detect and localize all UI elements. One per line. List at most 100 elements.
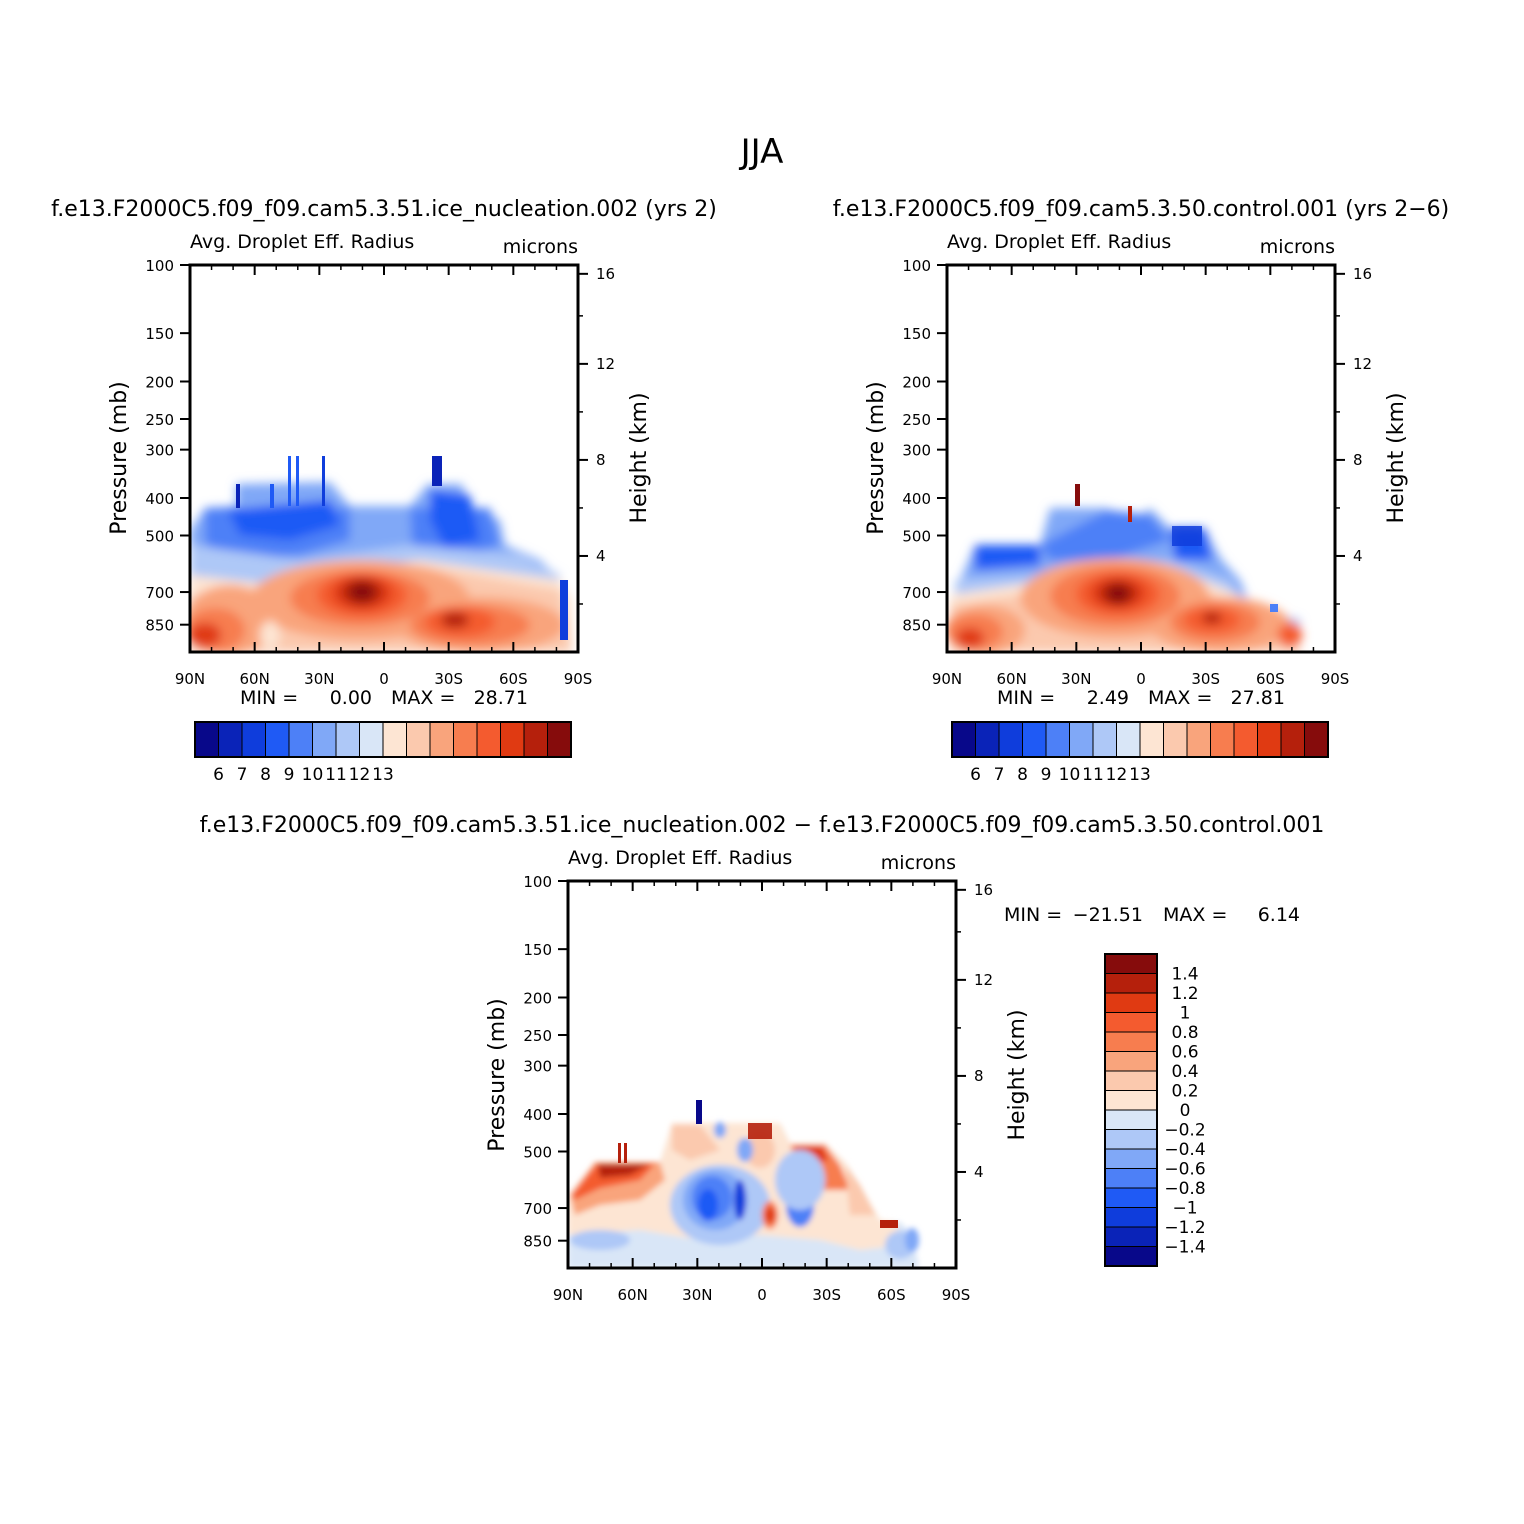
y-right-tick-label: 8 bbox=[974, 1067, 984, 1085]
colorbar-swatch bbox=[1104, 1246, 1158, 1267]
y-axis-label: Pressure (mb) bbox=[864, 381, 889, 535]
colorbar-label: −1.4 bbox=[1164, 1238, 1205, 1258]
y-tick-label: 300 bbox=[902, 442, 931, 460]
y-right-tick-label: 4 bbox=[974, 1163, 984, 1181]
colorbar-swatch bbox=[523, 721, 548, 758]
y-tick-label: 300 bbox=[523, 1058, 552, 1076]
x-tick-label: 30S bbox=[434, 670, 463, 688]
colorbar-label: 10 bbox=[1059, 765, 1081, 785]
colorbar-swatch bbox=[1280, 721, 1305, 758]
y-right-tick-label: 4 bbox=[1353, 547, 1363, 565]
case-title: f.e13.F2000C5.f09_f09.cam5.3.51.ice_nucl… bbox=[200, 813, 1325, 838]
colorbar-label: 0.2 bbox=[1171, 1082, 1198, 1102]
colorbar-swatch bbox=[1139, 721, 1164, 758]
colorbar-swatch bbox=[500, 721, 525, 758]
colorbar-swatch bbox=[1257, 721, 1282, 758]
axes: 90N 60N 30N 0 30S 60S 90S 100 150 200 250 300 400 500… bbox=[523, 873, 993, 1304]
x-tick-label: 30N bbox=[682, 1286, 712, 1304]
contour-field bbox=[568, 1100, 919, 1268]
colorbar-label: 7 bbox=[994, 765, 1005, 785]
y-axis-label: Pressure (mb) bbox=[485, 998, 510, 1152]
colorbar-swatch bbox=[1116, 721, 1141, 758]
y-tick-label: 200 bbox=[523, 989, 552, 1007]
x-tick-label: 0 bbox=[1136, 670, 1146, 688]
max-label: MAX = bbox=[1148, 687, 1212, 709]
y-tick-label: 150 bbox=[523, 941, 552, 959]
variable-title: Avg. Droplet Eff. Radius bbox=[568, 847, 792, 869]
y-tick-label: 400 bbox=[902, 490, 931, 508]
x-tick-label: 60N bbox=[997, 670, 1027, 688]
colorbar-label: −0.6 bbox=[1164, 1160, 1205, 1180]
colorbar-swatch bbox=[335, 721, 360, 758]
variable-title: Avg. Droplet Eff. Radius bbox=[190, 231, 414, 253]
colorbar-label: 0 bbox=[1180, 1101, 1191, 1121]
x-tick-label: 90N bbox=[932, 670, 962, 688]
y-tick-label: 400 bbox=[145, 490, 174, 508]
min-label: MIN = bbox=[997, 687, 1055, 709]
colorbar-label: 8 bbox=[260, 765, 271, 785]
colorbar-label: 11 bbox=[1082, 765, 1104, 785]
colorbar-label: 13 bbox=[1129, 765, 1151, 785]
colorbar-swatch bbox=[1104, 1148, 1158, 1169]
max-label: MAX = bbox=[391, 687, 455, 709]
y-tick-label: 100 bbox=[145, 257, 174, 275]
colorbar-swatch bbox=[951, 721, 976, 758]
colorbar-swatch bbox=[312, 721, 337, 758]
x-tick-label: 90N bbox=[175, 670, 205, 688]
colorbar-swatch bbox=[453, 721, 478, 758]
colorbar-swatch bbox=[1186, 721, 1211, 758]
x-tick-label: 30N bbox=[1061, 670, 1091, 688]
min-label: MIN = bbox=[240, 687, 298, 709]
y-tick-label: 250 bbox=[145, 411, 174, 429]
colorbar: 1.41.210.80.60.40.20−0.2−0.4−0.6−0.8−1−1… bbox=[1104, 953, 1206, 1267]
y-tick-label: 850 bbox=[902, 617, 931, 635]
colorbar-swatch bbox=[1304, 721, 1329, 758]
units-label: microns bbox=[881, 852, 956, 874]
colorbar-swatch bbox=[1092, 721, 1117, 758]
y-right-tick-label: 4 bbox=[596, 547, 606, 565]
y-tick-label: 850 bbox=[523, 1233, 552, 1251]
colorbar-swatch bbox=[1104, 953, 1158, 974]
x-tick-label: 60S bbox=[499, 670, 528, 688]
y-tick-label: 850 bbox=[145, 617, 174, 635]
colorbar-swatch bbox=[194, 721, 219, 758]
colorbar-swatch bbox=[1210, 721, 1235, 758]
colorbar-swatch bbox=[1104, 1070, 1158, 1091]
y-axis-label: Pressure (mb) bbox=[107, 381, 132, 535]
colorbar-label: −0.4 bbox=[1164, 1140, 1205, 1160]
colorbar-swatch bbox=[1163, 721, 1188, 758]
colorbar-label: 1.2 bbox=[1171, 984, 1198, 1004]
y-right-tick-label: 16 bbox=[596, 265, 615, 283]
contour-field bbox=[947, 484, 1302, 652]
colorbar-swatch bbox=[429, 721, 454, 758]
colorbar-swatch bbox=[1022, 721, 1047, 758]
y-right-tick-label: 16 bbox=[1353, 265, 1372, 283]
y-tick-label: 700 bbox=[902, 584, 931, 602]
colorbar-swatch bbox=[406, 721, 431, 758]
max-value: 28.71 bbox=[474, 687, 528, 709]
x-tick-label: 60N bbox=[240, 670, 270, 688]
colorbar-label: 8 bbox=[1017, 765, 1028, 785]
colorbar-label: 13 bbox=[372, 765, 394, 785]
colorbar-swatch bbox=[1045, 721, 1070, 758]
colorbar-swatch bbox=[382, 721, 407, 758]
colorbar-swatch bbox=[1104, 1031, 1158, 1052]
colorbar-swatch bbox=[1104, 1051, 1158, 1072]
y-right-tick-label: 16 bbox=[974, 881, 993, 899]
colorbar-swatch bbox=[1104, 1168, 1158, 1189]
y-right-tick-label: 12 bbox=[596, 355, 615, 373]
panel-ice-nucleation: f.e13.F2000C5.f09_f09.cam5.3.51.ice_nucl… bbox=[51, 197, 717, 785]
x-tick-label: 90N bbox=[553, 1286, 583, 1304]
case-title: f.e13.F2000C5.f09_f09.cam5.3.50.control.… bbox=[833, 197, 1449, 222]
colorbar-swatch bbox=[1104, 1187, 1158, 1208]
colorbar-swatch bbox=[265, 721, 290, 758]
y-tick-label: 200 bbox=[145, 373, 174, 391]
colorbar-frame bbox=[194, 721, 572, 758]
min-value: 2.49 bbox=[1087, 687, 1129, 709]
colorbar-swatch bbox=[476, 721, 501, 758]
units-label: microns bbox=[503, 236, 578, 258]
y-tick-label: 100 bbox=[902, 257, 931, 275]
y-right-tick-label: 8 bbox=[1353, 451, 1363, 469]
colorbar-swatch bbox=[547, 721, 572, 758]
